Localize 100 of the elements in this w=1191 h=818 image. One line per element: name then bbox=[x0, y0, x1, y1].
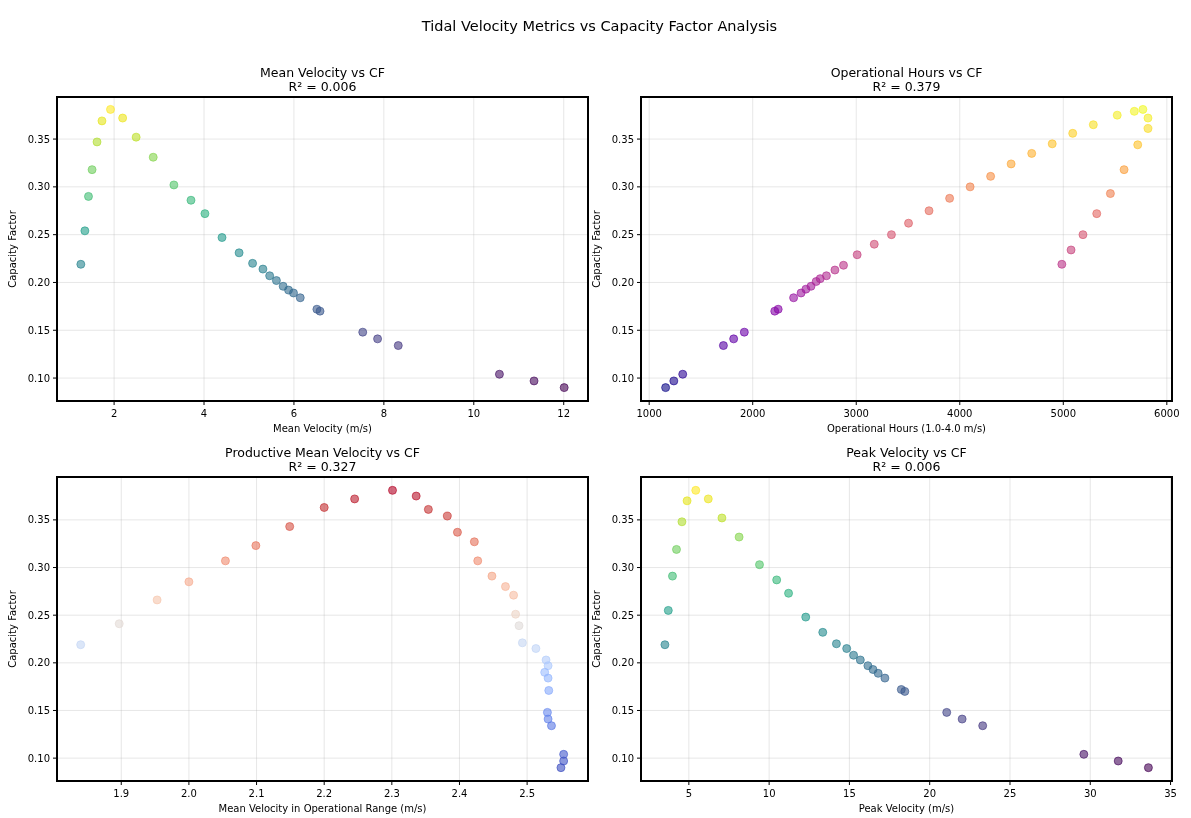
point bbox=[1143, 124, 1153, 133]
point bbox=[1119, 165, 1129, 175]
x-tick-label: 35 bbox=[1164, 788, 1177, 799]
point bbox=[661, 383, 671, 393]
point bbox=[84, 192, 93, 201]
point bbox=[251, 541, 261, 551]
point bbox=[495, 369, 504, 379]
point bbox=[543, 661, 553, 671]
chart-subtitle: R² = 0.006 bbox=[872, 459, 941, 474]
x-tick-label: 2.1 bbox=[248, 788, 265, 799]
point bbox=[547, 721, 556, 731]
point bbox=[1138, 105, 1148, 114]
point bbox=[1106, 189, 1115, 198]
x-tick-label: 4 bbox=[200, 408, 208, 419]
point bbox=[924, 206, 934, 216]
point bbox=[148, 152, 158, 162]
x-tick-label: 10 bbox=[467, 408, 481, 419]
x-tick-label: 2.3 bbox=[383, 788, 400, 799]
point bbox=[880, 673, 890, 683]
y-tick-label: 0.15 bbox=[27, 324, 50, 336]
point bbox=[200, 209, 210, 219]
point bbox=[258, 264, 268, 274]
chart-subtitle: R² = 0.327 bbox=[288, 459, 357, 474]
point bbox=[822, 271, 831, 281]
point bbox=[217, 233, 227, 242]
point bbox=[559, 749, 569, 759]
point bbox=[978, 721, 988, 731]
y-tick-label: 0.15 bbox=[611, 324, 634, 336]
point bbox=[1079, 749, 1089, 759]
point bbox=[1066, 245, 1076, 255]
point bbox=[986, 171, 996, 181]
x-axis-title: Operational Hours (1.0-4.0 m/s) bbox=[826, 423, 987, 434]
point bbox=[1006, 159, 1016, 169]
point bbox=[669, 376, 679, 386]
y-tick-label: 0.30 bbox=[27, 181, 50, 193]
point bbox=[169, 180, 179, 190]
point bbox=[543, 714, 553, 724]
point bbox=[248, 258, 257, 268]
point bbox=[1133, 140, 1143, 150]
x-tick-label: 2000 bbox=[739, 408, 766, 419]
point bbox=[703, 494, 713, 504]
point bbox=[442, 511, 452, 521]
point bbox=[719, 341, 728, 350]
point bbox=[789, 293, 798, 303]
y-axis-title: Capacity Factor bbox=[7, 209, 18, 288]
point bbox=[531, 644, 541, 653]
x-axis-title: Peak Velocity (m/s) bbox=[858, 803, 955, 814]
point bbox=[529, 376, 539, 386]
point bbox=[739, 327, 749, 337]
y-tick-label: 0.30 bbox=[611, 181, 634, 193]
point bbox=[839, 260, 848, 270]
point bbox=[873, 668, 883, 678]
point bbox=[755, 560, 764, 570]
point bbox=[1144, 763, 1153, 773]
point bbox=[411, 491, 421, 501]
point bbox=[76, 259, 86, 269]
point bbox=[556, 763, 566, 773]
x-tick-label: 6000 bbox=[1154, 408, 1180, 419]
point bbox=[1027, 149, 1037, 158]
point bbox=[784, 588, 793, 598]
y-tick-label: 0.15 bbox=[611, 704, 634, 716]
point bbox=[806, 281, 816, 291]
point bbox=[849, 650, 858, 660]
point bbox=[1078, 230, 1088, 240]
point bbox=[559, 383, 569, 393]
point bbox=[295, 293, 305, 303]
y-tick-label: 0.25 bbox=[611, 609, 634, 621]
point bbox=[509, 590, 518, 600]
point bbox=[942, 707, 952, 717]
point bbox=[734, 532, 744, 542]
point bbox=[373, 334, 382, 344]
point bbox=[945, 193, 955, 203]
point bbox=[842, 644, 852, 653]
point bbox=[278, 281, 288, 291]
y-tick-label: 0.35 bbox=[27, 514, 50, 526]
point bbox=[221, 556, 230, 566]
point bbox=[543, 673, 553, 683]
point bbox=[131, 132, 141, 142]
x-tick-label: 2.5 bbox=[519, 788, 536, 799]
point bbox=[118, 113, 128, 123]
point bbox=[184, 577, 194, 587]
point bbox=[1057, 259, 1067, 269]
x-tick-label: 1.9 bbox=[113, 788, 130, 799]
y-tick-label: 0.20 bbox=[611, 276, 634, 288]
x-tick-label: 15 bbox=[843, 788, 856, 799]
point bbox=[92, 137, 102, 147]
x-tick-label: 8 bbox=[380, 408, 388, 419]
point bbox=[76, 640, 86, 650]
point bbox=[801, 612, 811, 622]
point bbox=[1068, 128, 1078, 138]
point bbox=[678, 369, 688, 379]
x-tick-label: 2 bbox=[110, 408, 118, 419]
point bbox=[106, 105, 115, 114]
point bbox=[815, 274, 825, 284]
chart-subtitle: R² = 0.379 bbox=[872, 79, 941, 94]
x-tick-label: 2.2 bbox=[316, 788, 333, 799]
y-tick-label: 0.10 bbox=[611, 372, 634, 384]
x-tick-label: 20 bbox=[923, 788, 937, 799]
point bbox=[319, 503, 329, 512]
point bbox=[473, 556, 483, 566]
